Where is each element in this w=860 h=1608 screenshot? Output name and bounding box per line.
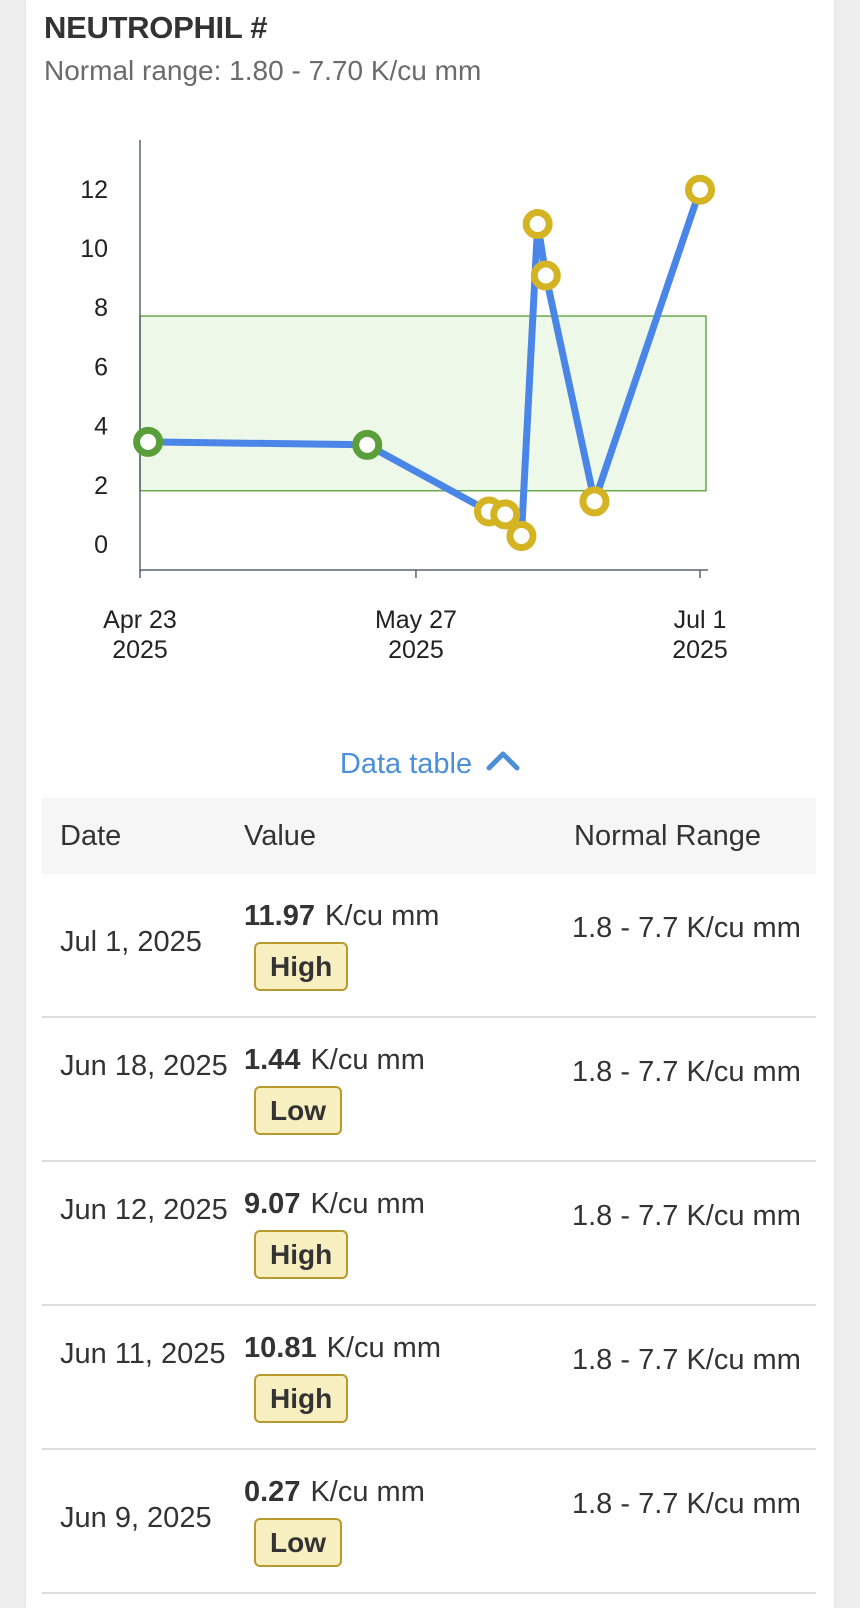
- chevron-up-icon: [486, 746, 520, 779]
- row-value-unit: K/cu mm: [310, 1044, 425, 1076]
- normal-range-band: [139, 315, 707, 492]
- row-value: 11.97 K/cu mm: [244, 900, 439, 933]
- row-date: Jun 18, 2025: [60, 1050, 228, 1082]
- data-point: [133, 426, 164, 457]
- data-point: [530, 260, 561, 291]
- x-tick-year-label: 2025: [672, 636, 728, 664]
- row-date: Jul 1, 2025: [60, 926, 202, 958]
- y-tick-label: 4: [94, 413, 108, 441]
- data-point: [685, 174, 715, 205]
- status-badge: High: [254, 942, 349, 991]
- table-row: Jun 9, 2025 0.27 K/cu mm Low 1.8 - 7.7 K/cu …: [42, 1450, 816, 1594]
- row-value-number: 0.27: [244, 1476, 301, 1508]
- row-value-number: 1.44: [244, 1044, 301, 1076]
- table-header: Date Value Normal Range: [42, 798, 816, 874]
- header-value: Value: [244, 820, 317, 852]
- y-tick-label: 6: [94, 353, 108, 381]
- table-row: Jun 18, 2025 1.44 K/cu mm Low 1.8 - 7.7 K/cu…: [42, 1018, 816, 1162]
- row-date: Jun 12, 2025: [60, 1194, 228, 1226]
- status-badge: High: [254, 1230, 349, 1279]
- x-tick-year-label: 2025: [112, 636, 168, 664]
- row-normal-range: 1.8 - 7.7 K/cu mm: [572, 1488, 801, 1520]
- data-point: [490, 499, 521, 530]
- y-tick-label: 8: [94, 294, 108, 322]
- y-tick-label: 12: [80, 176, 108, 204]
- table-row: Jun 11, 2025 10.81 K/cu mm High 1.8 - 7.7 K/…: [42, 1306, 816, 1450]
- row-value-unit: K/cu mm: [326, 1332, 441, 1364]
- x-tick-year-label: 2025: [388, 636, 444, 664]
- row-value-unit: K/cu mm: [310, 1188, 425, 1220]
- status-badge: Low: [254, 1086, 342, 1135]
- data-point: [352, 429, 383, 460]
- y-tick-label: 2: [94, 472, 108, 500]
- row-date: Jun 11, 2025: [60, 1338, 226, 1370]
- data-point: [522, 209, 553, 240]
- row-value: 10.81 K/cu mm: [244, 1332, 441, 1365]
- header-normal-range: Normal Range: [574, 820, 761, 852]
- row-value: 1.44 K/cu mm: [244, 1044, 425, 1077]
- row-normal-range: 1.8 - 7.7 K/cu mm: [572, 1056, 801, 1088]
- row-value-number: 11.97: [244, 900, 315, 932]
- table-row: Jul 1, 2025 11.97 K/cu mm High 1.8 - 7.7 K/c…: [42, 874, 816, 1018]
- x-tick-label: Apr 23: [103, 606, 177, 634]
- header-date: Date: [60, 820, 122, 852]
- row-value: 0.27 K/cu mm: [244, 1476, 425, 1509]
- row-value-unit: K/cu mm: [310, 1476, 425, 1508]
- row-value-number: 9.07: [244, 1188, 301, 1220]
- y-tick-label: 10: [80, 235, 108, 263]
- table-body: Jul 1, 2025 11.97 K/cu mm High 1.8 - 7.7 K/c…: [42, 874, 816, 1594]
- page-title: NEUTROPHIL #: [44, 10, 268, 45]
- x-tick-label: May 27: [375, 606, 457, 634]
- table-row: Jun 12, 2025 9.07 K/cu mm High 1.8 - 7.7 K/c…: [42, 1162, 816, 1306]
- row-normal-range: 1.8 - 7.7 K/cu mm: [572, 1200, 801, 1232]
- row-value-number: 10.81: [244, 1332, 317, 1364]
- x-tick-label: Jul 1: [674, 606, 727, 634]
- y-tick-label: 0: [94, 531, 108, 559]
- row-date: Jun 9, 2025: [60, 1502, 212, 1534]
- data-point: [506, 521, 537, 552]
- row-value: 9.07 K/cu mm: [244, 1188, 425, 1221]
- data-table-toggle[interactable]: Data table: [26, 748, 834, 781]
- normal-range-subtitle: Normal range: 1.80 - 7.70 K/cu mm: [44, 55, 482, 86]
- row-normal-range: 1.8 - 7.7 K/cu mm: [572, 1344, 801, 1376]
- data-table-toggle-label: Data table: [339, 748, 473, 780]
- data-point: [579, 486, 610, 517]
- status-badge: Low: [254, 1518, 342, 1567]
- data-table: Date Value Normal Range Jul 1, 2025 11.97…: [42, 798, 816, 1594]
- row-value-unit: K/cu mm: [324, 900, 440, 932]
- status-badge: High: [254, 1374, 349, 1423]
- row-normal-range: 1.8 - 7.7 K/cu mm: [572, 912, 801, 944]
- lab-result-card: NEUTROPHIL # Normal range: 1.80 - 7.70 K…: [26, 0, 834, 1608]
